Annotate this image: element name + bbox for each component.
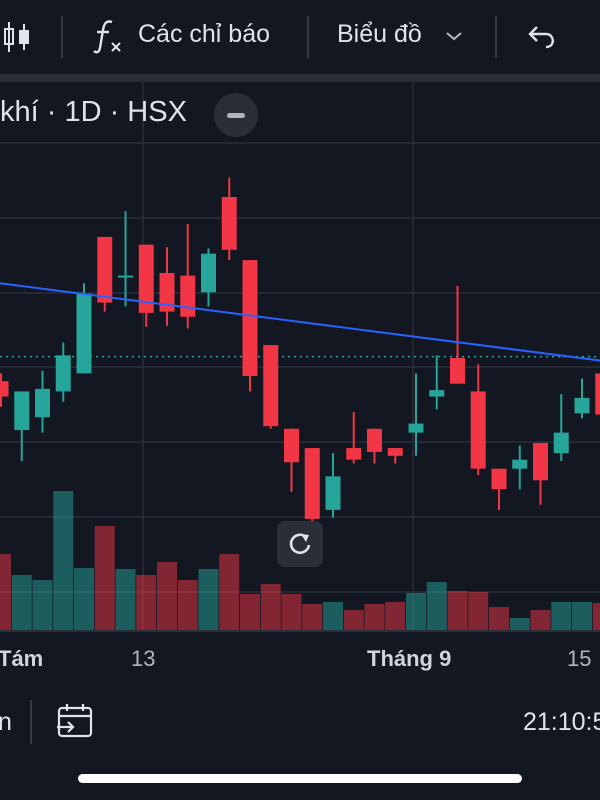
- collapse-legend-button[interactable]: [214, 93, 258, 137]
- volume-bar: [426, 582, 447, 630]
- volume-bar: [53, 491, 74, 630]
- candle-body: [491, 468, 507, 490]
- reset-chart-button[interactable]: [277, 521, 323, 567]
- candle-body: [35, 388, 50, 418]
- candle-body: [304, 448, 320, 519]
- volume-bar: [198, 569, 219, 630]
- candlestick-icon[interactable]: [2, 20, 36, 54]
- volume-bar: [240, 594, 260, 630]
- candle-body: [0, 381, 9, 397]
- toolbar-divider: [61, 16, 63, 58]
- volume-bar: [447, 591, 468, 630]
- candle-body: [429, 390, 445, 397]
- volume-bar: [11, 575, 32, 630]
- toolbar-divider: [307, 16, 309, 58]
- calendar-goto-icon[interactable]: [55, 703, 95, 741]
- x-tick-label: 15: [567, 646, 592, 671]
- candle-body: [325, 476, 341, 510]
- volume-bar: [385, 602, 406, 630]
- candle-body: [201, 253, 216, 293]
- price-chart[interactable]: [0, 82, 600, 632]
- undo-icon[interactable]: [526, 22, 558, 52]
- symbol-legend: khí · 1D · HSX: [0, 96, 187, 128]
- candle-body: [159, 272, 175, 312]
- volume-bar: [74, 568, 94, 630]
- candle-body: [118, 275, 133, 278]
- candle-body: [512, 459, 528, 469]
- top-toolbar: Các chỉ báo Biểu đồ: [0, 0, 600, 74]
- candle-body: [367, 428, 382, 452]
- candle-body: [138, 244, 154, 313]
- volume-bar: [177, 580, 198, 630]
- candle-body: [574, 397, 590, 414]
- candle-body: [470, 391, 486, 469]
- candle-body: [346, 448, 362, 460]
- chart-type-button[interactable]: Biểu đồ: [337, 20, 422, 48]
- volume-bar: [302, 604, 323, 630]
- candle-body: [180, 275, 196, 317]
- footer-divider: [30, 700, 32, 744]
- candle-body: [533, 442, 548, 481]
- toolbar-separator: [0, 74, 600, 82]
- volume-bar: [489, 607, 509, 630]
- bottom-bar: [0, 680, 600, 758]
- candle-body: [284, 428, 299, 463]
- candle-body: [14, 391, 30, 431]
- volume-bar: [323, 602, 343, 630]
- candle-body: [408, 423, 424, 433]
- candle-body: [55, 355, 71, 392]
- function-icon[interactable]: [92, 18, 126, 56]
- volume-bar: [364, 604, 385, 630]
- volume-bar: [468, 592, 489, 630]
- volume-bar: [157, 562, 177, 630]
- candle-body: [242, 260, 258, 376]
- candle-body: [263, 345, 279, 427]
- candle-body: [595, 373, 600, 415]
- indicators-button[interactable]: Các chỉ báo: [138, 20, 271, 48]
- toolbar-divider: [495, 16, 497, 58]
- candle-body: [221, 197, 237, 250]
- x-tick-label: Tháng 9: [367, 646, 452, 671]
- candle-body: [97, 236, 113, 303]
- moving-average-line: [0, 282, 600, 362]
- volume-bar: [572, 602, 592, 630]
- reset-icon: [289, 533, 311, 555]
- timeframe-label[interactable]: n: [0, 708, 12, 736]
- x-tick-label: 13: [131, 646, 156, 671]
- volume-bar: [592, 603, 600, 630]
- volume-bar: [530, 610, 551, 630]
- volume-bar: [136, 575, 157, 630]
- candle-body: [387, 448, 403, 456]
- volume-bar: [406, 593, 426, 630]
- clock-time: 21:10:5: [523, 708, 600, 736]
- time-axis-border: [0, 630, 600, 632]
- volume-bar: [281, 594, 302, 630]
- candle-body: [450, 357, 465, 384]
- volume-bar: [219, 554, 240, 630]
- volume-bar: [551, 602, 572, 630]
- volume-bar: [260, 584, 281, 630]
- home-indicator[interactable]: [78, 774, 522, 783]
- volume-bar: [32, 580, 53, 630]
- volume-bar: [94, 526, 115, 630]
- chevron-down-icon[interactable]: [444, 29, 464, 43]
- x-tick-label: Tám: [0, 646, 44, 671]
- candle-body: [76, 293, 92, 374]
- candle-body: [553, 432, 569, 454]
- volume-bar: [0, 554, 11, 630]
- volume-bar: [115, 569, 136, 630]
- volume-bar: [343, 610, 364, 630]
- volume-bar: [509, 618, 530, 630]
